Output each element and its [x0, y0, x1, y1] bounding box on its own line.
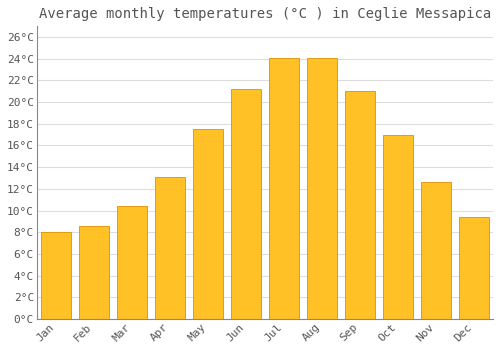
Bar	[344, 91, 375, 319]
Title: Average monthly temperatures (°C ) in Ceglie Messapica: Average monthly temperatures (°C ) in Ce…	[39, 7, 491, 21]
Bar	[78, 226, 109, 319]
Bar	[306, 58, 337, 319]
Bar	[268, 58, 299, 319]
Bar	[116, 206, 147, 319]
Bar	[383, 135, 413, 319]
Bar	[40, 232, 71, 319]
Bar	[154, 177, 185, 319]
Bar	[230, 89, 261, 319]
Bar	[192, 129, 223, 319]
Bar	[459, 217, 490, 319]
Bar	[421, 182, 451, 319]
